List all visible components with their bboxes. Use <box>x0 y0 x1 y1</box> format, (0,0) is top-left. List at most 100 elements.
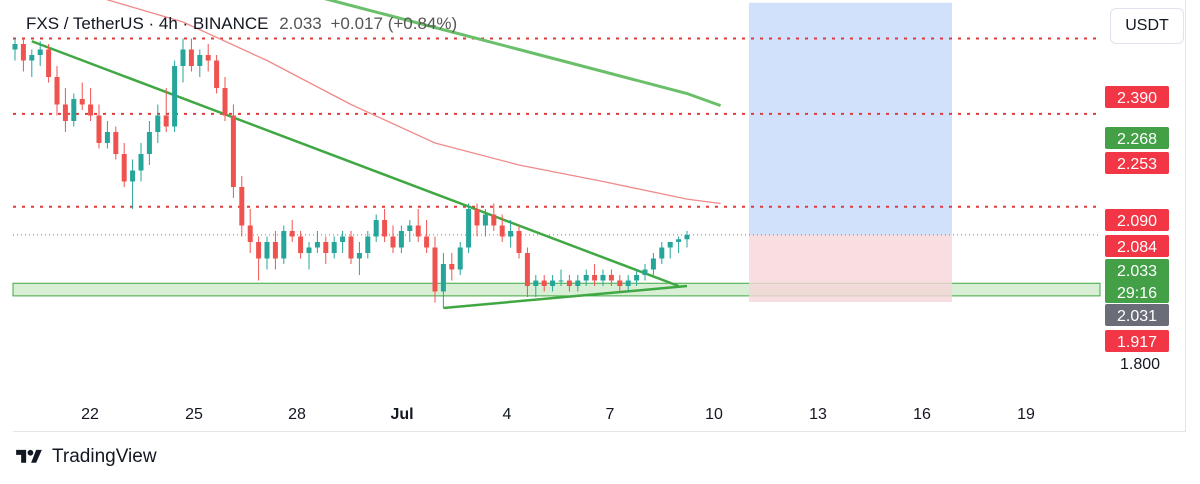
candle-body <box>508 231 514 237</box>
candle <box>331 236 337 259</box>
candle-body <box>222 88 228 116</box>
candle <box>365 231 371 259</box>
x-tick-label: Jul <box>390 406 413 423</box>
candle-body <box>474 209 480 226</box>
candle-body <box>298 236 304 253</box>
candle <box>289 220 295 242</box>
candle-body <box>499 225 505 237</box>
candle-body <box>340 236 346 242</box>
candle <box>256 236 262 281</box>
candle-body <box>407 225 413 231</box>
candle-body <box>239 187 245 226</box>
candle <box>88 88 94 121</box>
candle <box>146 121 152 165</box>
candle <box>440 253 446 308</box>
candle <box>71 93 77 127</box>
candle <box>516 225 522 259</box>
candle-body <box>440 264 446 292</box>
candle <box>96 104 102 149</box>
candle <box>46 44 52 83</box>
x-tick-label: 28 <box>288 406 306 423</box>
candle-body <box>659 247 665 259</box>
ema-green-line <box>324 0 722 108</box>
candle <box>541 275 547 292</box>
x-tick-label: 19 <box>1017 406 1035 423</box>
candle <box>600 269 606 286</box>
candle-body <box>180 49 186 66</box>
price-label: 2.084 <box>1105 235 1169 257</box>
candle-body <box>79 99 85 105</box>
candle <box>29 49 35 77</box>
candle-body <box>54 77 60 105</box>
candle-body <box>12 44 18 50</box>
candle-body <box>642 269 648 275</box>
tradingview-logo-icon <box>16 449 42 463</box>
candle-body <box>650 258 656 270</box>
price-label-text: 2.253 <box>1117 156 1157 173</box>
x-tick-label: 4 <box>503 406 512 423</box>
candle <box>54 66 60 116</box>
candle <box>130 159 136 209</box>
candle-body <box>230 115 236 187</box>
price-label: 2.390 <box>1105 86 1169 108</box>
candle <box>558 269 564 286</box>
candle <box>172 60 178 132</box>
candle <box>390 225 396 253</box>
price-label-text: 2.268 <box>1117 131 1157 148</box>
candle <box>667 242 673 259</box>
candle-body <box>398 231 404 248</box>
symbol-label: FXS / TetherUS · 4h · BINANCE <box>26 14 269 33</box>
candle-body <box>37 49 43 55</box>
candle <box>239 176 245 237</box>
candle-body <box>516 231 522 253</box>
price-label-text: 2.033 <box>1117 263 1157 280</box>
candle <box>533 275 539 297</box>
candle-body <box>104 132 110 143</box>
candle <box>499 214 505 242</box>
y-tick-label: 1.800 <box>1120 356 1160 373</box>
candle <box>314 231 320 253</box>
price-label-text: 2.031 <box>1117 308 1157 325</box>
candle <box>575 275 581 292</box>
candle-body <box>281 231 287 259</box>
x-tick-label: 10 <box>705 406 723 423</box>
candle-body <box>634 275 640 281</box>
candle <box>121 143 127 187</box>
position-target-zone <box>749 2 952 235</box>
candle <box>188 38 194 72</box>
candle <box>659 242 665 264</box>
candle-body <box>365 236 371 253</box>
last-price: 2.033 <box>279 14 322 33</box>
candle-body <box>617 280 623 286</box>
price-label-bg <box>1105 86 1169 108</box>
tradingview-footer: TradingView <box>14 446 157 468</box>
bar-countdown: 29:16 <box>1117 285 1157 302</box>
candle-body <box>130 170 136 182</box>
candle <box>281 225 287 264</box>
candle <box>407 220 413 242</box>
candle <box>474 203 480 237</box>
currency-button[interactable]: USDT <box>1110 8 1184 44</box>
candle <box>508 220 514 248</box>
candle-body <box>264 242 270 259</box>
candle <box>491 203 497 231</box>
candle <box>466 203 472 253</box>
candle <box>79 82 85 110</box>
candle <box>222 77 228 121</box>
candle <box>424 220 430 253</box>
candle <box>566 275 572 292</box>
candle <box>12 38 18 61</box>
price-label-text: 2.090 <box>1117 213 1157 230</box>
candle <box>138 143 144 182</box>
candle <box>197 49 203 77</box>
candle <box>205 44 211 72</box>
candle-body <box>247 225 253 242</box>
candle-body <box>96 115 102 143</box>
price-chart[interactable]: 222528Jul47101316192.2001.800 2.3902.268… <box>0 0 1200 440</box>
candle <box>247 209 253 253</box>
candle-body <box>138 154 144 171</box>
candle <box>382 209 388 242</box>
candle-body <box>272 242 278 259</box>
candle <box>214 55 220 94</box>
candle <box>634 269 640 286</box>
